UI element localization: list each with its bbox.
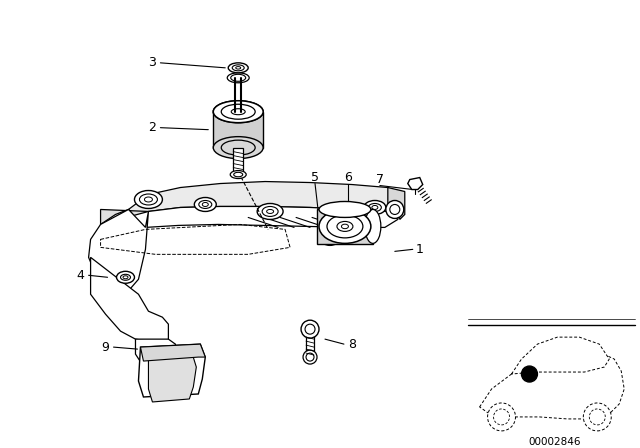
Ellipse shape — [231, 109, 245, 115]
Polygon shape — [100, 210, 148, 224]
Text: 3: 3 — [148, 56, 156, 69]
Ellipse shape — [303, 350, 317, 364]
Ellipse shape — [301, 320, 319, 338]
Ellipse shape — [199, 201, 212, 208]
Ellipse shape — [327, 204, 349, 219]
Ellipse shape — [305, 324, 315, 334]
Circle shape — [488, 403, 515, 431]
Ellipse shape — [232, 65, 244, 71]
Ellipse shape — [221, 104, 255, 119]
Ellipse shape — [319, 210, 371, 243]
Ellipse shape — [342, 224, 348, 228]
Ellipse shape — [257, 203, 283, 220]
Ellipse shape — [306, 353, 314, 361]
Polygon shape — [136, 339, 179, 379]
Polygon shape — [138, 344, 205, 397]
Ellipse shape — [325, 237, 335, 242]
Polygon shape — [213, 112, 263, 148]
Polygon shape — [317, 210, 373, 244]
Ellipse shape — [319, 202, 371, 217]
Ellipse shape — [221, 104, 255, 119]
Ellipse shape — [335, 210, 341, 213]
Ellipse shape — [145, 197, 152, 202]
Ellipse shape — [327, 215, 363, 238]
Ellipse shape — [230, 171, 246, 179]
Polygon shape — [148, 354, 196, 402]
Ellipse shape — [213, 101, 263, 123]
Polygon shape — [100, 206, 400, 239]
Ellipse shape — [346, 232, 364, 243]
Ellipse shape — [231, 109, 245, 115]
Ellipse shape — [228, 63, 248, 73]
Circle shape — [493, 409, 509, 425]
Circle shape — [589, 409, 605, 425]
Text: 6: 6 — [344, 171, 352, 184]
Circle shape — [583, 403, 611, 431]
Polygon shape — [408, 177, 423, 190]
Ellipse shape — [350, 234, 360, 241]
Ellipse shape — [140, 194, 157, 205]
Text: 4: 4 — [77, 269, 84, 282]
Text: 1: 1 — [416, 243, 424, 256]
Ellipse shape — [202, 202, 208, 207]
Ellipse shape — [372, 206, 378, 210]
Text: 9: 9 — [102, 340, 109, 353]
Ellipse shape — [390, 204, 400, 215]
Text: 7: 7 — [376, 173, 384, 186]
Ellipse shape — [120, 274, 131, 280]
Circle shape — [522, 366, 538, 382]
Polygon shape — [479, 349, 624, 419]
Ellipse shape — [195, 198, 216, 211]
Ellipse shape — [213, 101, 263, 123]
Polygon shape — [388, 188, 404, 220]
Text: 00002846: 00002846 — [528, 437, 580, 447]
Ellipse shape — [364, 201, 386, 215]
Ellipse shape — [386, 201, 404, 219]
Polygon shape — [511, 337, 609, 374]
Ellipse shape — [365, 210, 381, 243]
Ellipse shape — [262, 207, 278, 216]
Text: 5: 5 — [311, 171, 319, 184]
Ellipse shape — [337, 221, 353, 232]
Ellipse shape — [332, 207, 344, 215]
Ellipse shape — [267, 210, 274, 213]
Polygon shape — [233, 148, 243, 175]
Ellipse shape — [213, 137, 263, 159]
Polygon shape — [306, 329, 314, 357]
Ellipse shape — [231, 74, 246, 81]
Polygon shape — [140, 344, 205, 361]
Ellipse shape — [123, 276, 128, 279]
Ellipse shape — [116, 271, 134, 283]
Ellipse shape — [227, 73, 249, 83]
Polygon shape — [88, 210, 148, 294]
Ellipse shape — [321, 233, 339, 246]
Text: 8: 8 — [348, 338, 356, 351]
Ellipse shape — [236, 67, 241, 69]
Polygon shape — [129, 181, 400, 217]
Polygon shape — [91, 257, 168, 344]
Ellipse shape — [369, 203, 381, 211]
Ellipse shape — [234, 172, 243, 177]
Ellipse shape — [221, 140, 255, 155]
Ellipse shape — [134, 190, 163, 208]
Text: 2: 2 — [148, 121, 156, 134]
